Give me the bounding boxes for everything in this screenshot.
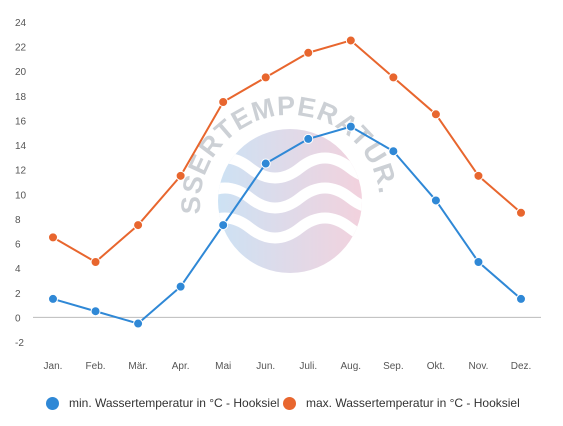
chart-legend: min. Wassertemperatur in °C - Hooksiel m… [0,396,563,418]
y-tick-label: -2 [15,338,24,349]
legend-marker-max [283,396,296,410]
data-point [473,257,484,267]
legend-marker-min [46,396,59,410]
y-tick-label: 16 [15,116,27,127]
y-tick-label: 18 [15,92,27,103]
y-tick-label: 22 [15,43,27,54]
data-point [218,220,229,231]
y-tick-label: 20 [15,67,27,78]
data-point [388,72,399,83]
y-tick-label: 0 [15,313,21,324]
series-min [48,121,526,329]
data-point [260,158,271,169]
x-tick-label: Sep. [383,361,404,372]
data-point [303,47,314,58]
chart-plot-area: WASSERTEMPERATUR.ORG 2422201816141210864… [0,0,541,372]
series-line [52,125,522,325]
x-tick-label: Mär. [128,361,147,372]
data-point [303,133,314,144]
y-tick-label: 6 [15,240,21,251]
data-point [345,35,356,46]
x-tick-label: Jun. [256,361,275,372]
data-point [345,121,356,132]
data-point [473,170,484,181]
x-axis: Jan. Feb. Mär. Apr. Mai Jun. Juli. Aug. Sep. Okt.… [44,361,532,372]
y-tick-label: 10 [15,190,27,201]
y-tick-label: 24 [15,18,27,29]
series-max [48,35,526,267]
x-tick-label: Dez. [511,361,532,372]
y-tick-label: 8 [15,215,21,226]
series-line [52,39,522,263]
legend-item-max[interactable]: max. Wassertemperatur in °C - Hooksiel [283,396,520,410]
data-point [175,170,186,181]
data-point [516,207,526,218]
data-point [388,146,399,157]
data-point [133,318,144,329]
x-tick-label: Aug. [341,361,362,372]
data-point [516,293,526,304]
x-tick-label: Apr. [172,361,190,372]
x-tick-label: Mai [215,361,231,372]
data-point [260,72,271,83]
data-point [48,232,58,243]
waves-icon [218,129,362,273]
data-point [430,195,441,206]
x-tick-label: Feb. [86,361,106,372]
data-point [175,281,186,292]
watermark: WASSERTEMPERATUR.ORG [0,0,402,273]
x-tick-label: Okt. [427,361,445,372]
y-tick-label: 14 [15,141,27,152]
y-tick-label: 12 [15,166,27,177]
legend-label-max: max. Wassertemperatur in °C - Hooksiel [306,396,520,410]
data-point [133,220,144,231]
legend-label-min: min. Wassertemperatur in °C - Hooksiel [69,396,280,410]
x-tick-label: Nov. [469,361,489,372]
y-tick-label: 4 [15,264,21,275]
data-point [90,257,101,267]
data-point [218,97,229,107]
data-point [430,109,441,120]
y-tick-label: 2 [15,289,21,300]
legend-item-min[interactable]: min. Wassertemperatur in °C - Hooksiel [46,396,279,410]
data-point [48,293,58,304]
x-tick-label: Jan. [44,361,63,372]
data-point [90,306,101,317]
series-layer [48,35,526,329]
x-tick-label: Juli. [299,361,317,372]
